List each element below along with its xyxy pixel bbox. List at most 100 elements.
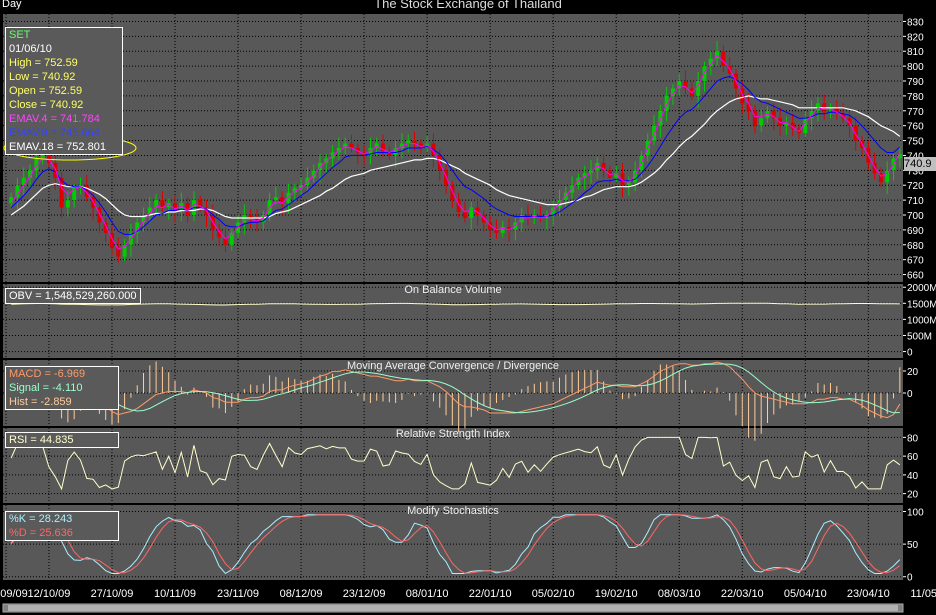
candle-body — [841, 113, 846, 119]
candle-body — [368, 148, 373, 156]
candle-body — [425, 143, 430, 148]
candle-body — [847, 118, 852, 126]
candle-body — [450, 185, 455, 201]
panel-title-rsi: Relative Strength Index — [396, 428, 511, 440]
candle-body — [507, 226, 512, 230]
candle-body — [15, 185, 20, 198]
obv-info-box: OBV = 1,548,529,260.000 — [5, 288, 141, 304]
candle-body — [292, 188, 297, 193]
candle-body — [885, 170, 890, 183]
candle-body — [40, 152, 45, 159]
candle-body — [469, 207, 474, 218]
candle-body — [116, 247, 121, 257]
candle-body — [658, 110, 663, 126]
candle-body — [254, 217, 259, 223]
y-tick-label: 80 — [907, 433, 919, 444]
y-tick-label: 0 — [907, 348, 913, 359]
y-tick-label: 740 — [907, 151, 924, 162]
panel-obv — [3, 284, 903, 358]
candle-body — [53, 162, 58, 178]
candle-body — [198, 200, 203, 208]
symbol-text: SET — [9, 29, 31, 41]
y-tick-label: 100 — [907, 508, 924, 519]
y-tick-label: 20 — [907, 367, 919, 378]
candle-body — [122, 244, 127, 257]
price-info-box: SET 01/06/10 High = 752.59 Low = 740.92 … — [5, 27, 123, 155]
emav4-text: EMAV.4 = 741.784 — [9, 113, 100, 125]
d-line — [10, 514, 901, 575]
rsi-info-box: RSI = 44.835 — [5, 432, 119, 448]
hist-text: Hist = -2.859 — [9, 396, 72, 408]
candle-body — [65, 200, 70, 208]
stoch-info-box: %K = 28.243 %D = 25.636 — [5, 511, 119, 541]
candle-body — [154, 200, 159, 208]
candle-body — [406, 140, 411, 144]
panel-title-stoch: Modify Stochastics — [407, 505, 499, 517]
signal-line — [11, 363, 900, 414]
candle-body — [601, 162, 606, 171]
y-tick-label: 800 — [907, 62, 924, 73]
candle-body — [280, 197, 285, 204]
panel-title-macd: Moving Average Convergence / Divergence — [347, 360, 559, 372]
signal-text: Signal = -4.110 — [9, 382, 83, 394]
candle-body — [72, 188, 77, 201]
scrollbar-thumb — [8, 605, 898, 611]
candle-body — [702, 66, 707, 81]
candle-body — [141, 215, 146, 223]
x-tick-label: 11/05/10 — [910, 588, 936, 600]
x-tick-label: 22/01/10 — [469, 588, 512, 600]
candle-body — [822, 103, 827, 111]
y-tick-label: 0 — [907, 389, 913, 400]
candle-body — [551, 207, 556, 215]
candle-body — [9, 197, 14, 204]
y-tick-label: 770 — [907, 107, 924, 118]
candle-body — [683, 81, 688, 89]
x-tick-label: 22/03/10 — [721, 588, 764, 600]
y-tick-label: 830 — [907, 17, 924, 28]
low-text: Low = 740.92 — [9, 71, 76, 83]
candle-body — [589, 170, 594, 174]
y-tick-label: 790 — [907, 77, 924, 88]
candle-body — [317, 162, 322, 171]
obv-text: OBV = 1,548,529,260.000 — [9, 290, 137, 302]
candle-body — [633, 170, 638, 183]
y-tick-label: 760 — [907, 122, 924, 133]
candle-body — [696, 81, 701, 96]
y-tick-label: 670 — [907, 256, 924, 267]
x-tick-label: 05/02/10 — [532, 588, 575, 600]
candle-body — [381, 143, 386, 151]
x-tick-label: 23/04/10 — [847, 588, 890, 600]
x-tick-label: 08/01/10 — [406, 588, 449, 600]
y-tick-label: 690 — [907, 226, 924, 237]
emav9-line — [10, 75, 901, 235]
x-tick-label: 08/12/09 — [280, 588, 323, 600]
y-tick-label: 710 — [907, 196, 924, 207]
candle-body — [135, 222, 140, 233]
candle-body — [626, 182, 631, 186]
candle-body — [21, 177, 26, 186]
y-tick-label: 60 — [907, 452, 919, 463]
candle-body — [109, 232, 114, 248]
macd-line — [11, 361, 901, 419]
last-price-tag: 740.9 — [904, 157, 936, 171]
x-tick-label: 10/11/09 — [154, 588, 196, 600]
rsi-text: RSI = 44.835 — [9, 434, 74, 446]
candle-body — [273, 197, 278, 201]
panel-price — [3, 14, 903, 282]
candle-body — [752, 110, 757, 126]
candle-body — [670, 88, 675, 96]
candle-body — [28, 170, 33, 178]
candle-body — [387, 150, 392, 156]
candle-body — [456, 200, 461, 213]
panel-title-obv: On Balance Volume — [404, 284, 501, 296]
y-tick-label: 20 — [907, 490, 919, 501]
candle-body — [853, 125, 858, 141]
candle-body — [784, 122, 789, 126]
panel-rsi — [3, 428, 903, 503]
candle-body — [778, 118, 783, 126]
open-text: Open = 752.59 — [9, 85, 83, 97]
candle-body — [217, 229, 222, 238]
y-tick-label: 1500M — [907, 299, 936, 310]
candle-body — [173, 203, 178, 213]
candle-body — [179, 203, 184, 213]
